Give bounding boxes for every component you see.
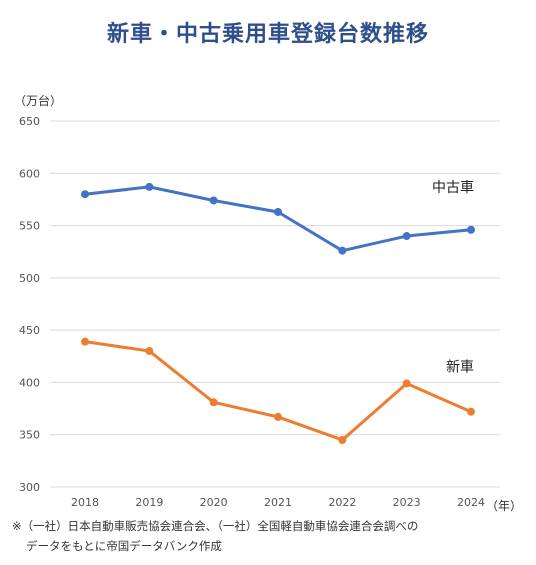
x-tick-2024: 2024 (457, 496, 485, 509)
y-tick-labels: 300 350 400 450 500 550 600 650 (19, 115, 40, 494)
x-tick-2022: 2022 (328, 496, 356, 509)
y-tick-350: 350 (19, 429, 40, 442)
x-axis-label: （年） (486, 499, 522, 513)
y-tick-600: 600 (19, 167, 40, 180)
data-point-0-2023 (402, 232, 411, 241)
data-point-0-2020 (209, 196, 218, 205)
y-tick-400: 400 (19, 376, 40, 389)
y-tick-300: 300 (19, 481, 40, 494)
data-point-1-2021 (274, 412, 282, 421)
data-point-0-2021 (274, 207, 282, 216)
y-tick-450: 450 (19, 324, 40, 337)
x-tick-labels: 2018 2019 2020 2021 2022 2023 2024 (71, 496, 485, 509)
x-tick-2021: 2021 (264, 496, 292, 509)
x-tick-2020: 2020 (200, 496, 228, 509)
gridlines (50, 120, 500, 488)
data-point-0-2018 (81, 190, 89, 199)
x-tick-2019: 2019 (135, 496, 163, 509)
y-tick-550: 550 (19, 220, 40, 233)
data-point-0-2024 (467, 225, 475, 234)
data-point-1-2018 (81, 337, 89, 346)
data-point-0-2022 (338, 246, 347, 255)
source-note-line-1: ※（一社）日本自動車販売協会連合会、（一社）全国軽自動車協会連合会調べの (12, 519, 419, 533)
x-tick-2018: 2018 (71, 496, 99, 509)
series-label-1: 新車 (446, 359, 474, 376)
series-line-1 (84, 340, 472, 442)
data-point-1-2024 (467, 407, 475, 416)
series-label-0: 中古車 (432, 179, 474, 196)
line-chart: 300 350 400 450 500 550 600 650 2018 2019 2020 202… (14, 93, 522, 513)
data-point-0-2019 (145, 182, 154, 191)
data-point-1-2023 (402, 379, 411, 388)
source-note-line-2: データをもとに帝国データバンク作成 (26, 539, 222, 553)
y-tick-650: 650 (19, 115, 40, 128)
data-point-1-2022 (338, 435, 347, 444)
series-line-0 (84, 185, 472, 253)
x-tick-2023: 2023 (393, 496, 421, 509)
data-point-1-2020 (209, 398, 218, 407)
data-point-1-2019 (145, 347, 154, 356)
series-lines (81, 182, 475, 444)
chart-title: 新車・中古乗用車登録台数推移 (106, 22, 429, 47)
y-axis-label: （万台） (14, 93, 62, 108)
y-tick-500: 500 (19, 272, 40, 285)
